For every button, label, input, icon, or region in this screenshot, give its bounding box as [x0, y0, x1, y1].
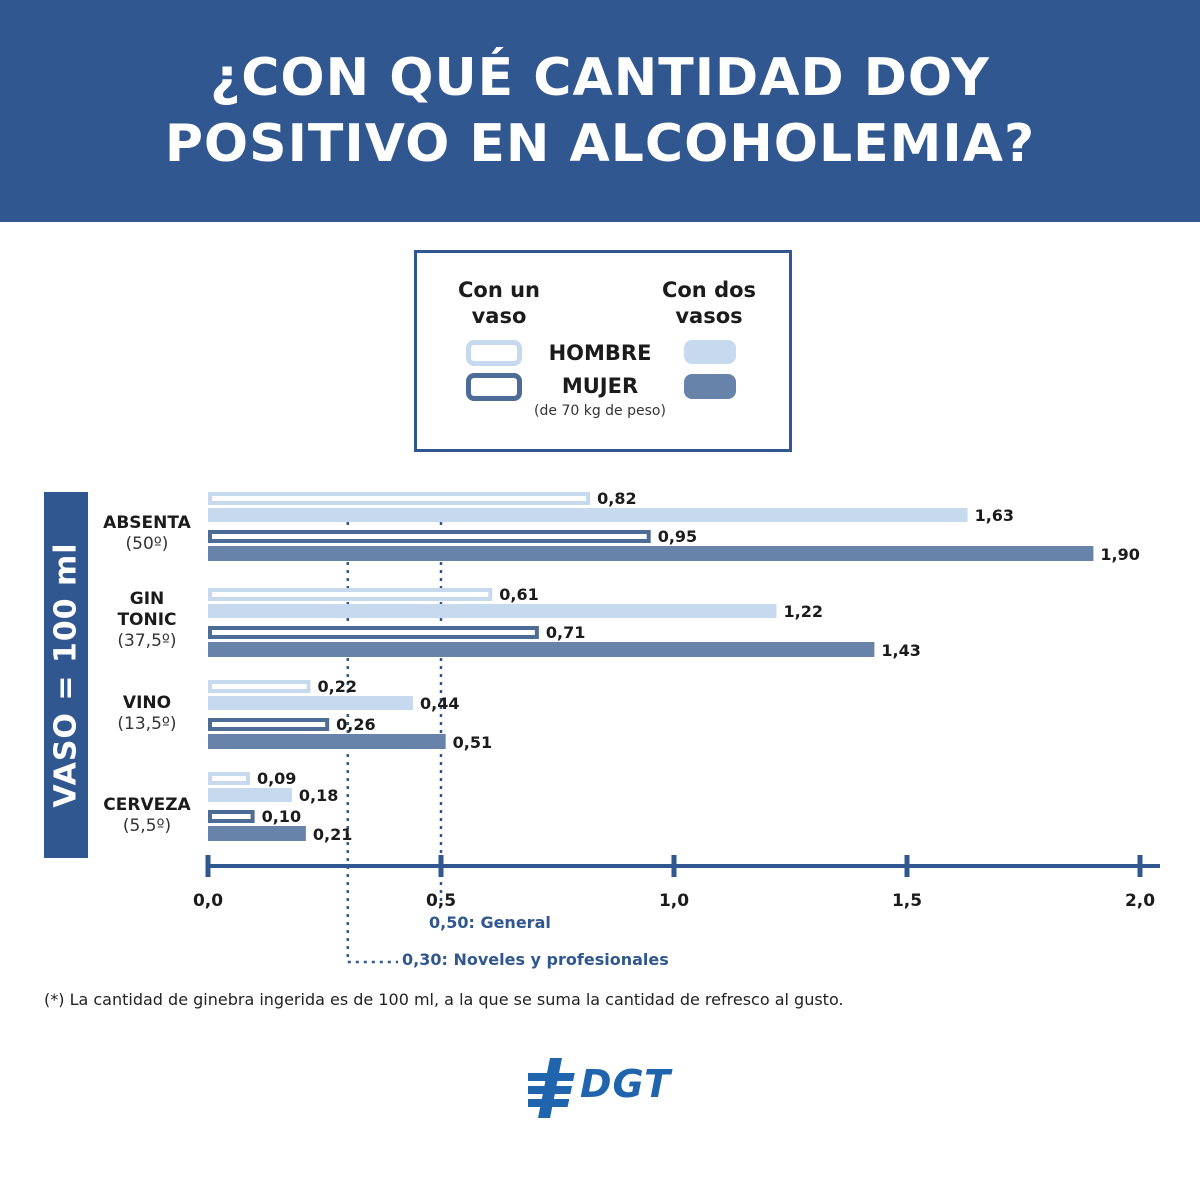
- data-label: 0,21: [313, 825, 352, 844]
- data-label: 0,26: [336, 715, 375, 734]
- bar-woman-two: [208, 734, 446, 749]
- bar-man-two: [208, 788, 292, 802]
- dgt-logo-mark: [519, 1058, 575, 1118]
- category-degree: (5,5º): [122, 816, 172, 836]
- bar-man-two: [208, 508, 968, 522]
- bar-man-one: [208, 772, 250, 785]
- legend-man-one-swatch: [466, 340, 522, 366]
- bar-woman-two: [208, 642, 875, 657]
- bar-woman-one: [208, 718, 330, 731]
- bar-woman-one: [208, 626, 539, 639]
- bar-man-two: [208, 696, 414, 710]
- bar-woman-one: [208, 530, 651, 543]
- title-line-2: POSITIVO EN ALCOHOLEMIA?: [164, 114, 1036, 174]
- data-label: 1,22: [784, 602, 823, 621]
- data-label: 0,71: [546, 623, 585, 642]
- title-banner: ¿CON QUÉ CANTIDAD DOY POSITIVO EN ALCOHO…: [0, 0, 1200, 222]
- legend-woman-label: MUJER: [561, 374, 639, 398]
- data-label: 0,61: [499, 585, 538, 604]
- x-tick-label: 2,0: [1125, 891, 1155, 911]
- data-label: 0,22: [318, 677, 357, 696]
- bar-woman-two: [208, 826, 306, 841]
- category-label-vino: VINO (13,5º): [82, 693, 212, 735]
- reference-label-general: 0,50: General: [429, 913, 551, 932]
- legend-one-glass-heading: Con un vaso: [457, 278, 540, 328]
- x-tick-label: 0,5: [426, 891, 456, 911]
- data-label: 0,95: [658, 527, 697, 546]
- bar-man-one: [208, 680, 311, 693]
- data-label: 1,90: [1100, 545, 1139, 564]
- bar-man-two: [208, 604, 777, 618]
- category-label-cerveza: CERVEZA (5,5º): [82, 795, 212, 837]
- data-label: 0,51: [453, 733, 492, 752]
- category-degree: (37,5º): [117, 631, 177, 651]
- bar-woman-one: [208, 810, 255, 823]
- data-label: 0,44: [420, 694, 459, 713]
- legend-box: Con un vaso Con dos vasos HOMBRE MUJER (…: [414, 250, 792, 452]
- category-degree: (13,5º): [117, 714, 177, 734]
- category-label-gin-tonic: GIN TONIC (37,5º): [82, 589, 212, 652]
- category-degree: (50º): [125, 534, 169, 554]
- dgt-logo-text: DGT: [580, 1062, 671, 1106]
- category-name: VINO: [122, 693, 172, 713]
- footnote: (*) La cantidad de ginebra ingerida es d…: [44, 990, 844, 1009]
- data-label: 1,63: [975, 506, 1014, 525]
- data-label: 0,18: [299, 786, 338, 805]
- category-name: CERVEZA: [103, 795, 191, 815]
- legend-man-label: HOMBRE: [548, 341, 652, 365]
- legend-man-two-swatch: [684, 340, 736, 364]
- legend-weight-note: (de 70 kg de peso): [534, 403, 666, 419]
- category-name: GIN TONIC: [117, 589, 177, 630]
- dgt-logo: DGT: [519, 1058, 678, 1118]
- data-label: 0,10: [262, 807, 301, 826]
- bar-man-one: [208, 492, 591, 505]
- x-tick-label: 1,5: [892, 891, 922, 911]
- legend-woman-two-swatch: [684, 374, 736, 399]
- reference-label-novel: 0,30: Noveles y profesionales: [402, 950, 669, 969]
- bar-woman-two: [208, 546, 1094, 561]
- category-label-absenta: ABSENTA (50º): [82, 513, 212, 555]
- category-name: ABSENTA: [103, 513, 191, 533]
- side-label-band: VASO = 100 ml: [44, 492, 88, 858]
- legend-woman-one-swatch: [466, 373, 522, 401]
- bar-man-one: [208, 588, 493, 601]
- x-tick-label: 0,0: [193, 891, 223, 911]
- title-line-1: ¿CON QUÉ CANTIDAD DOY: [210, 48, 990, 108]
- data-label: 0,09: [257, 769, 296, 788]
- legend-two-glasses-heading: Con dos vasos: [661, 278, 757, 328]
- data-label: 0,82: [597, 489, 636, 508]
- data-label: 1,43: [881, 641, 920, 660]
- x-tick-label: 1,0: [659, 891, 689, 911]
